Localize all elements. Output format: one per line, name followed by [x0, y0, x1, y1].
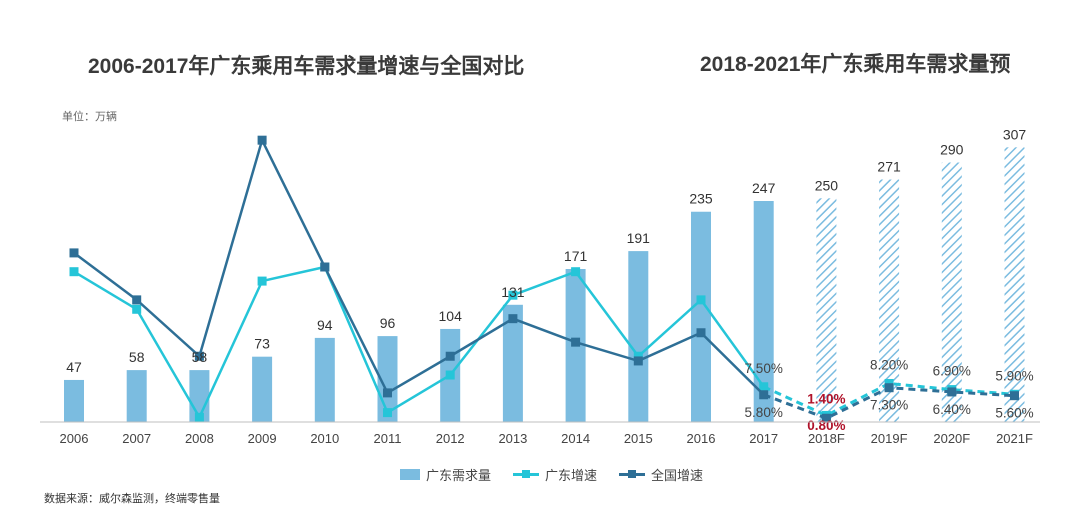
bar-2019F	[879, 179, 900, 422]
bar-2010	[314, 337, 335, 422]
rate-label-national-2021F: 5.60%	[995, 406, 1033, 421]
bar-2006	[64, 379, 84, 422]
bar-label-2016: 235	[689, 191, 713, 207]
legend: 广东需求量 广东增速 全国增速	[400, 465, 703, 484]
legend-swatch-demand	[400, 469, 420, 480]
x-tick-2006: 2006	[60, 431, 89, 446]
point-national-growth-2015	[633, 356, 643, 366]
point-national-growth-2017	[759, 390, 769, 400]
point-national-growth-2019F	[884, 383, 894, 393]
legend-swatch-national-growth	[619, 470, 646, 478]
chart-title-left: 2006-2017年广东乘用车需求量增速与全国对比	[88, 55, 525, 78]
line-gd-growth-actual	[73, 265, 765, 421]
bar-label-2014: 171	[564, 248, 588, 264]
bar-2009	[252, 356, 273, 422]
legend-label-national-growth: 全国增速	[651, 468, 704, 483]
x-tick-2016: 2016	[687, 431, 716, 446]
x-tick-2008: 2008	[185, 431, 214, 446]
point-gd-growth-2009	[257, 276, 267, 286]
bar-label-2015: 191	[627, 230, 651, 246]
point-gd-growth-2014	[571, 267, 581, 277]
point-gd-growth-2007	[132, 304, 142, 314]
point-gd-growth-2016	[696, 295, 706, 305]
x-tick-2018F: 2018F	[808, 431, 845, 446]
unit-label: 单位：万辆	[62, 111, 117, 123]
x-tick-2020F: 2020F	[933, 431, 970, 446]
x-tick-2013: 2013	[498, 431, 527, 446]
point-national-growth-2020F	[947, 387, 957, 397]
point-national-growth-2006	[69, 248, 79, 258]
x-tick-2007: 2007	[122, 431, 151, 446]
bar-label-2021F: 307	[1003, 126, 1027, 142]
bar-2016	[691, 211, 711, 422]
point-gd-growth-2008	[194, 412, 204, 422]
bar-2021F	[1004, 147, 1025, 422]
line-national-growth-actual	[73, 136, 765, 396]
x-tick-2021F: 2021F	[996, 431, 1033, 446]
legend-item-national-growth: 全国增速	[619, 465, 703, 484]
x-tick-2012: 2012	[436, 431, 465, 446]
x-tick-2011: 2011	[374, 431, 402, 446]
bar-2013	[502, 304, 523, 422]
point-gd-growth-2011	[383, 408, 392, 418]
point-gd-growth-2012	[445, 370, 455, 380]
data-source-note: 数据来源：威尔森监测，终端零售量	[44, 493, 220, 505]
bar-2020F	[941, 162, 962, 423]
bar-2018F	[816, 198, 837, 422]
rate-label-gd-2021F: 5.90%	[995, 368, 1033, 383]
bar-label-2019F: 271	[877, 159, 901, 175]
point-national-growth-2011	[383, 388, 392, 398]
bar-2007	[126, 370, 147, 422]
x-tick-2010: 2010	[310, 431, 339, 446]
point-national-growth-2010	[320, 262, 330, 272]
legend-item-demand: 广东需求量	[400, 465, 491, 484]
bar-label-2017: 247	[752, 180, 776, 196]
point-national-growth-2007	[132, 295, 142, 305]
point-national-growth-2016	[696, 328, 706, 338]
bar-label-2018F: 250	[815, 177, 839, 193]
bar-label-2007: 58	[129, 349, 145, 365]
point-national-growth-2008	[194, 351, 204, 361]
rate-label-gd-2019F: 8.20%	[870, 357, 908, 372]
point-national-growth-2018F	[821, 413, 831, 423]
rate-label-gd-2018F: 1.40%	[807, 391, 845, 406]
bar-label-2020F: 290	[940, 142, 964, 158]
rate-label-national-2019F: 7.30%	[870, 398, 908, 413]
bar-label-2009: 73	[254, 336, 270, 352]
chart-title-right: 2018-2021年广东乘用车需求量预	[700, 53, 1011, 76]
x-tick-2017: 2017	[749, 431, 778, 446]
rate-label-national-2020F: 6.40%	[933, 402, 971, 417]
bar-label-2010: 94	[317, 317, 333, 333]
point-national-growth-2014	[571, 337, 581, 347]
x-tick-2015: 2015	[624, 431, 653, 446]
legend-label-gd-growth: 广东增速	[545, 468, 598, 483]
x-tick-2014: 2014	[561, 431, 590, 446]
bar-label-2006: 47	[66, 359, 82, 375]
x-tick-2019F: 2019F	[871, 431, 908, 446]
point-national-growth-2012	[445, 351, 455, 361]
bar-label-2013: 131	[501, 284, 525, 300]
bar-label-2008: 58	[192, 349, 208, 365]
legend-label-demand: 广东需求量	[426, 468, 492, 483]
point-national-growth-2021F	[1010, 391, 1019, 401]
point-national-growth-2013	[508, 314, 518, 324]
point-gd-growth-2006	[69, 267, 79, 277]
point-gd-growth-2017	[759, 382, 769, 392]
rate-label-gd-2020F: 6.90%	[933, 364, 971, 379]
rate-label-gd-2017: 7.50%	[745, 361, 783, 376]
point-gd-growth-2015	[633, 351, 643, 361]
bar-label-2012: 104	[439, 308, 463, 324]
rate-label-national-2017: 5.80%	[745, 405, 783, 420]
bar-label-2011: 96	[380, 315, 396, 331]
bar-2017	[753, 201, 774, 422]
legend-item-gd-growth: 广东增速	[513, 465, 597, 484]
point-national-growth-2009	[257, 135, 267, 145]
x-tick-2009: 2009	[248, 431, 277, 446]
legend-swatch-gd-growth	[513, 470, 540, 478]
point-gd-growth-2013	[508, 290, 518, 300]
bar-2015	[628, 251, 649, 422]
